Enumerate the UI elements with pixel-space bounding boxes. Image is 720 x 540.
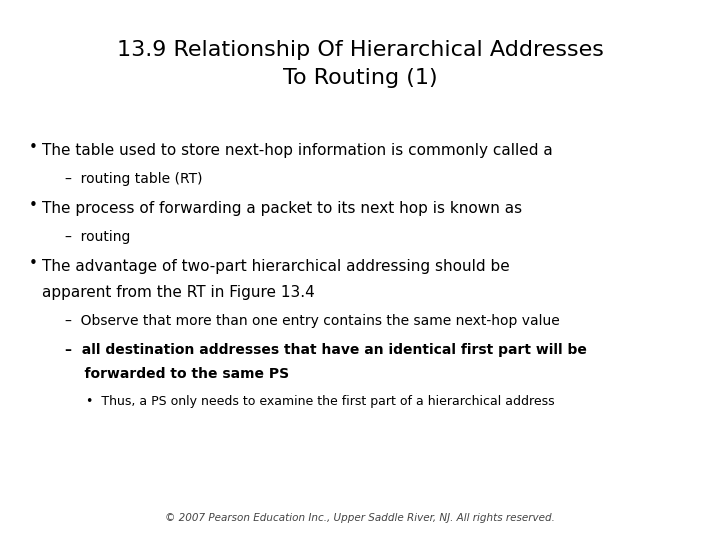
Text: 13.9 Relationship Of Hierarchical Addresses: 13.9 Relationship Of Hierarchical Addres… — [117, 40, 603, 60]
Text: apparent from the RT in Figure 13.4: apparent from the RT in Figure 13.4 — [42, 285, 315, 300]
Text: To Routing (1): To Routing (1) — [283, 68, 437, 87]
Text: forwarded to the same PS: forwarded to the same PS — [65, 367, 289, 381]
Text: •: • — [29, 198, 37, 213]
Text: •: • — [29, 140, 37, 156]
Text: –  all destination addresses that have an identical first part will be: – all destination addresses that have an… — [65, 343, 587, 357]
Text: –  routing: – routing — [65, 230, 130, 244]
Text: The process of forwarding a packet to its next hop is known as: The process of forwarding a packet to it… — [42, 201, 522, 216]
Text: The table used to store next-hop information is commonly called a: The table used to store next-hop informa… — [42, 143, 552, 158]
Text: The advantage of two-part hierarchical addressing should be: The advantage of two-part hierarchical a… — [42, 259, 510, 274]
Text: –  Observe that more than one entry contains the same next-hop value: – Observe that more than one entry conta… — [65, 314, 559, 328]
Text: •  Thus, a PS only needs to examine the first part of a hierarchical address: • Thus, a PS only needs to examine the f… — [86, 395, 555, 408]
Text: –  routing table (RT): – routing table (RT) — [65, 172, 202, 186]
Text: •: • — [29, 256, 37, 271]
Text: © 2007 Pearson Education Inc., Upper Saddle River, NJ. All rights reserved.: © 2007 Pearson Education Inc., Upper Sad… — [165, 512, 555, 523]
